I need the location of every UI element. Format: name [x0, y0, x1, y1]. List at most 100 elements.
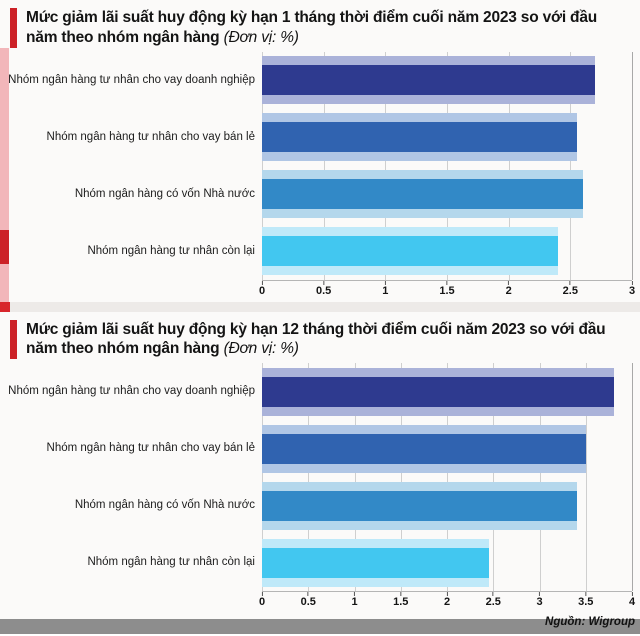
bar-row: [262, 363, 632, 420]
bar-row: [262, 109, 632, 166]
chart-title-12-month: Mức giảm lãi suất huy động kỳ hạn 12 thá…: [26, 320, 626, 360]
tick-label: 2.5: [562, 284, 578, 297]
bar-tint-top: [262, 481, 577, 491]
category-label: Nhóm ngân hàng tư nhân cho vay bán lẻ: [46, 442, 255, 455]
axis-tick: 0.5: [316, 280, 332, 297]
x-axis-ticks: 0 0.5 1 1.5 2 2.5 3: [259, 279, 635, 300]
tick-label: 0.5: [300, 596, 316, 609]
chart-header-12-month: Mức giảm lãi suất huy động kỳ hạn 12 thá…: [0, 312, 640, 360]
bar-row: [262, 223, 632, 280]
left-red-strip: [0, 230, 9, 264]
tick-mark: [631, 592, 633, 597]
x-axis: 0 0.5 1 1.5 2 2.5 3 3.5 4: [0, 591, 635, 611]
bar-fill: [262, 376, 614, 407]
category-labels: Nhóm ngân hàng tư nhân cho vay doanh ngh…: [0, 363, 262, 591]
bar-row: [262, 420, 632, 477]
title-accent-bar: [10, 8, 17, 48]
gridline: [262, 51, 263, 280]
bar: [262, 227, 558, 276]
tick-mark: [384, 280, 386, 285]
tick-mark: [585, 592, 587, 597]
section-divider: [0, 301, 640, 312]
gridlines: [262, 363, 633, 592]
tick-label: 1.5: [439, 284, 455, 297]
bar-rows: [262, 363, 632, 591]
tick-label: 2.5: [485, 596, 501, 609]
gridline: [308, 363, 310, 592]
bar-row: [262, 52, 632, 109]
tick-mark: [354, 592, 355, 597]
axis-tick: 1: [351, 592, 358, 609]
bar-fill: [262, 490, 577, 521]
bar-tint-bottom: [262, 406, 614, 416]
tick-label: 2: [443, 596, 451, 609]
chart-section-12-month: Mức giảm lãi suất huy động kỳ hạn 12 thá…: [0, 312, 640, 612]
tick-mark: [307, 592, 309, 597]
tick-label: 1.5: [393, 596, 409, 609]
tick-mark: [446, 592, 448, 597]
footer-line: [0, 634, 640, 636]
bar-fill: [262, 547, 489, 578]
footer-band: [0, 619, 640, 634]
bar: [262, 170, 583, 219]
bar-tint-bottom: [262, 520, 577, 530]
tick-mark: [323, 280, 325, 285]
bar-fill: [262, 179, 583, 210]
gridline: [385, 51, 387, 280]
category-labels: Nhóm ngân hàng tư nhân cho vay doanh ngh…: [0, 52, 262, 280]
tick-mark: [261, 280, 263, 285]
axis-tick: 2: [505, 280, 512, 297]
category-label: Nhóm ngân hàng tư nhân còn lại: [87, 244, 255, 257]
axis-tick: 0: [259, 280, 265, 297]
tick-label: 1: [351, 596, 358, 609]
bar: [262, 56, 595, 105]
gridline: [585, 363, 587, 592]
plot-area: [262, 363, 633, 592]
bar-tint-bottom: [262, 95, 595, 105]
gridline: [493, 363, 495, 592]
bar-tint-bottom: [262, 209, 583, 219]
axis-tick: 0: [259, 592, 265, 608]
gridline: [447, 51, 448, 280]
bar: [262, 367, 614, 416]
bar-row: [262, 477, 632, 534]
axis-tick: 1.5: [439, 280, 455, 297]
tick-mark: [261, 592, 263, 597]
bar-tint-top: [262, 113, 577, 123]
tick-label: 1: [382, 284, 389, 297]
gridline: [262, 363, 263, 592]
bar-chart-1-month: Nhóm ngân hàng tư nhân cho vay doanh ngh…: [0, 51, 633, 280]
x-axis: 0 0.5 1 1.5 2 2.5 3: [0, 279, 635, 300]
tick-label: 0.5: [316, 284, 332, 297]
axis-tick: 2: [444, 592, 450, 608]
gridline: [632, 51, 633, 280]
bar-tint-bottom: [262, 152, 577, 162]
tick-label: 2: [505, 284, 512, 297]
bar: [262, 481, 577, 530]
axis-tick: 0.5: [301, 592, 316, 608]
bar-fill: [262, 122, 577, 153]
tick-mark: [539, 592, 540, 597]
bar-tint-top: [262, 424, 586, 434]
tick-mark: [569, 280, 571, 285]
bar: [262, 538, 489, 587]
chart-title-1-month: Mức giảm lãi suất huy động kỳ hạn 1 thán…: [26, 8, 626, 48]
chart-section-1-month: Mức giảm lãi suất huy động kỳ hạn 1 thán…: [0, 0, 640, 300]
chart-header-1-month: Mức giảm lãi suất huy động kỳ hạn 1 thán…: [0, 0, 640, 48]
axis-tick: 2.5: [562, 280, 578, 297]
bar-row: [262, 166, 632, 223]
left-pink-strip: [0, 48, 9, 302]
bar-tint-top: [262, 538, 489, 548]
category-label: Nhóm ngân hàng tư nhân cho vay doanh ngh…: [8, 385, 255, 398]
bar-chart-12-month: Nhóm ngân hàng tư nhân cho vay doanh ngh…: [0, 363, 633, 592]
source-note: Nguồn: Wigroup: [545, 616, 635, 628]
axis-tick: 4: [629, 592, 635, 608]
gridline: [447, 363, 448, 592]
gridline: [632, 363, 633, 592]
tick-label: 3: [536, 596, 543, 609]
chart-title-text: Mức giảm lãi suất huy động kỳ hạn 1 thán…: [26, 9, 598, 46]
category-label: Nhóm ngân hàng tư nhân còn lại: [87, 556, 255, 569]
axis-tick: 3.5: [578, 592, 593, 608]
bar-rows: [262, 52, 632, 280]
